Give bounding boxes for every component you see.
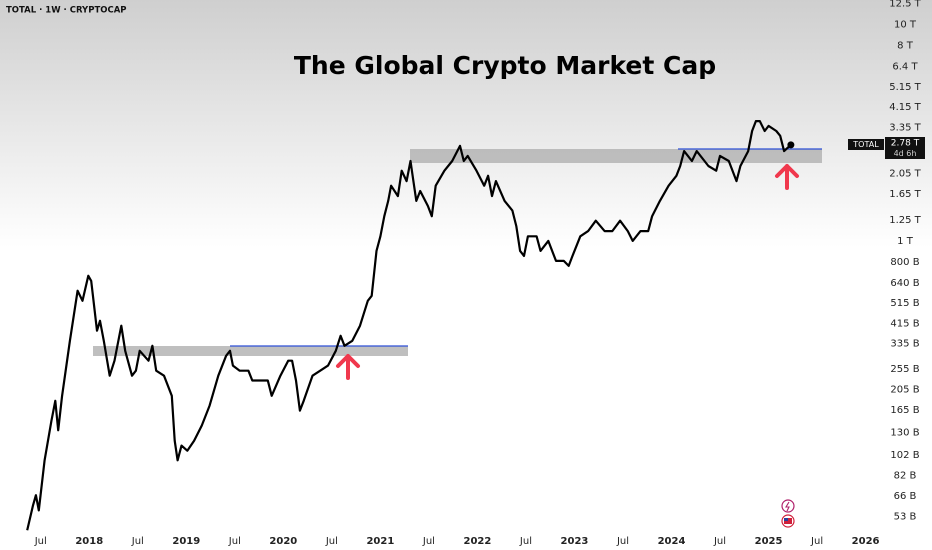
y-tick-label: 6.4 T bbox=[892, 62, 918, 73]
x-tick-label: Jul bbox=[422, 536, 435, 547]
y-tick-label: 130 B bbox=[890, 427, 919, 438]
arrow-up bbox=[775, 164, 799, 190]
y-tick-label: 1.65 T bbox=[889, 189, 921, 200]
y-tick-label: 640 B bbox=[890, 278, 919, 289]
y-tick-label: 515 B bbox=[890, 298, 919, 309]
y-tick-label: 1.25 T bbox=[889, 215, 921, 226]
header: TOTAL · 1W · CRYPTOCAP bbox=[6, 6, 127, 16]
x-tick-label: Jul bbox=[616, 536, 629, 547]
y-tick-label: 1 T bbox=[897, 236, 914, 247]
y-tick-label: 4.15 T bbox=[889, 102, 921, 113]
x-tick-label: Jul bbox=[228, 536, 241, 547]
countdown: 4d 6h bbox=[894, 149, 917, 158]
y-tick-label: 5.15 T bbox=[889, 82, 921, 93]
x-tick-label: Jul bbox=[810, 536, 823, 547]
chart-title: The Global Crypto Market Cap bbox=[294, 51, 716, 80]
y-tick-label: 8 T bbox=[897, 41, 914, 52]
series-tag bbox=[848, 139, 884, 150]
x-tick-label: 2018 bbox=[75, 536, 103, 547]
y-tick-label: 335 B bbox=[890, 339, 919, 350]
x-tick-label: Jul bbox=[34, 536, 47, 547]
y-tick-label: 53 B bbox=[894, 512, 917, 523]
y-tick-label: 205 B bbox=[890, 385, 919, 396]
x-tick-label: 2019 bbox=[172, 536, 200, 547]
last-point bbox=[787, 141, 795, 149]
y-tick-label: 12.5 T bbox=[889, 0, 921, 10]
support-zone bbox=[93, 346, 408, 356]
x-tick-label: 2025 bbox=[755, 536, 783, 547]
flag-icon-glyph bbox=[784, 518, 788, 521]
event-icon-glyph bbox=[785, 501, 790, 512]
x-tick-label: 2024 bbox=[658, 536, 686, 547]
y-tick-label: 66 B bbox=[894, 491, 917, 502]
x-tick-label: Jul bbox=[325, 536, 338, 547]
x-tick-label: Jul bbox=[131, 536, 144, 547]
x-tick-label: 2021 bbox=[366, 536, 394, 547]
y-tick-label: 3.35 T bbox=[889, 122, 921, 133]
x-tick-label: Jul bbox=[519, 536, 532, 547]
y-tick-label: 102 B bbox=[890, 450, 919, 461]
arrow-up bbox=[336, 354, 360, 380]
y-tick-label: 255 B bbox=[890, 364, 919, 375]
x-tick-label: 2023 bbox=[561, 536, 589, 547]
x-tick-label: 2020 bbox=[269, 536, 297, 547]
y-tick-label: 415 B bbox=[890, 318, 919, 329]
y-tick-label: 2.05 T bbox=[889, 168, 921, 179]
event-icon[interactable] bbox=[781, 499, 795, 513]
x-tick-label: Jul bbox=[713, 536, 726, 547]
series-name: TOTAL bbox=[852, 140, 879, 149]
y-tick-label: 82 B bbox=[894, 471, 917, 482]
last-value-label: 2.78 T bbox=[891, 139, 920, 149]
y-tick-label: 800 B bbox=[890, 257, 919, 268]
series-line bbox=[26, 120, 792, 531]
x-tick-label: 2022 bbox=[464, 536, 492, 547]
price-tag bbox=[885, 137, 925, 159]
y-tick-label: 165 B bbox=[890, 405, 919, 416]
y-tick-label: 10 T bbox=[894, 20, 917, 31]
x-tick-label: 2026 bbox=[852, 536, 880, 547]
